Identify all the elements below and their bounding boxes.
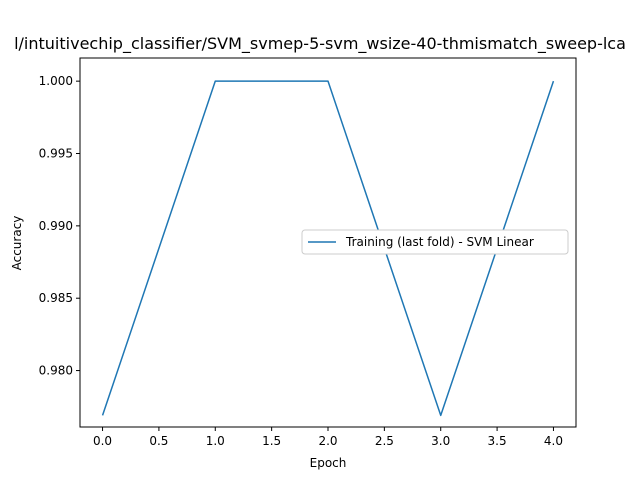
y-axis: 0.980 0.985 0.990 0.995 1.000 bbox=[39, 74, 80, 378]
x-axis-label: Epoch bbox=[310, 456, 347, 470]
chart-title: l/intuitivechip_classifier/SVM_svmep-5-s… bbox=[14, 34, 626, 54]
legend: Training (last fold) - SVM Linear bbox=[301, 229, 569, 255]
x-axis: 0.0 0.5 1.0 1.5 2.0 2.5 3.0 3.5 4.0 bbox=[93, 427, 563, 448]
x-tick-label: 3.0 bbox=[431, 434, 450, 448]
x-tick-label: 2.5 bbox=[375, 434, 394, 448]
x-tick-label: 4.0 bbox=[544, 434, 563, 448]
legend-entry-label: Training (last fold) - SVM Linear bbox=[345, 235, 534, 249]
legend-box bbox=[301, 229, 569, 255]
x-tick-label: 1.0 bbox=[206, 434, 225, 448]
y-tick-label: 1.000 bbox=[39, 74, 73, 88]
y-tick-label: 0.990 bbox=[39, 219, 73, 233]
series-line-0 bbox=[101, 80, 555, 417]
x-tick-label: 0.5 bbox=[149, 434, 168, 448]
x-tick-label: 0.0 bbox=[93, 434, 112, 448]
x-tick-label: 3.5 bbox=[488, 434, 507, 448]
y-tick-label: 0.995 bbox=[39, 147, 73, 161]
y-axis-label: Accuracy bbox=[10, 216, 24, 271]
series-layer bbox=[101, 80, 555, 417]
y-tick-label: 0.985 bbox=[39, 291, 73, 305]
y-tick-label: 0.980 bbox=[39, 364, 73, 378]
x-tick-label: 1.5 bbox=[262, 434, 281, 448]
x-tick-label: 2.0 bbox=[318, 434, 337, 448]
